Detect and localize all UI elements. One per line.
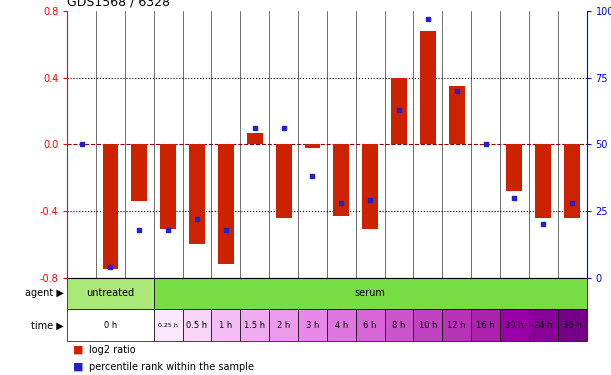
Bar	[507, 144, 522, 191]
Text: agent ▶: agent ▶	[25, 288, 64, 298]
Text: ■: ■	[73, 362, 87, 372]
Bar	[160, 144, 176, 229]
Bar	[131, 144, 147, 201]
Bar	[327, 309, 356, 341]
Point	[452, 88, 461, 94]
Bar	[67, 309, 154, 341]
Text: 4 h: 4 h	[335, 321, 348, 330]
Bar	[420, 31, 436, 144]
Bar	[500, 309, 529, 341]
Point	[337, 200, 346, 206]
Text: 24 h: 24 h	[534, 321, 552, 330]
Bar	[269, 309, 298, 341]
Bar	[558, 309, 587, 341]
Bar	[564, 144, 580, 218]
Bar	[384, 309, 414, 341]
Point	[538, 221, 548, 227]
Text: ■: ■	[73, 345, 87, 355]
Point	[279, 125, 288, 131]
Point	[510, 195, 519, 201]
Bar	[183, 309, 211, 341]
Text: 2 h: 2 h	[277, 321, 290, 330]
Bar	[442, 309, 471, 341]
Text: log2 ratio: log2 ratio	[89, 345, 135, 355]
Bar	[247, 133, 263, 144]
Point	[192, 216, 202, 222]
Point	[307, 173, 317, 179]
Bar	[67, 278, 154, 309]
Bar	[334, 144, 349, 216]
Text: 0.25 h: 0.25 h	[158, 323, 178, 328]
Text: percentile rank within the sample: percentile rank within the sample	[89, 362, 254, 372]
Point	[134, 226, 144, 232]
Text: 3 h: 3 h	[306, 321, 319, 330]
Text: 12 h: 12 h	[447, 321, 466, 330]
Point	[163, 226, 173, 232]
Text: 36 h: 36 h	[563, 321, 582, 330]
Text: 16 h: 16 h	[476, 321, 495, 330]
Point	[250, 125, 260, 131]
Text: GDS1568 / 6328: GDS1568 / 6328	[67, 0, 170, 9]
Bar	[154, 278, 587, 309]
Bar	[414, 309, 442, 341]
Point	[423, 16, 433, 22]
Bar	[218, 144, 234, 264]
Point	[365, 197, 375, 203]
Bar	[103, 144, 119, 269]
Text: 0 h: 0 h	[104, 321, 117, 330]
Text: 10 h: 10 h	[419, 321, 437, 330]
Text: 6 h: 6 h	[364, 321, 377, 330]
Bar	[240, 309, 269, 341]
Text: serum: serum	[355, 288, 386, 298]
Text: untreated: untreated	[86, 288, 134, 298]
Text: 0.5 h: 0.5 h	[186, 321, 208, 330]
Point	[481, 141, 491, 147]
Bar	[298, 309, 327, 341]
Text: 20 h: 20 h	[505, 321, 524, 330]
Point	[394, 107, 404, 113]
Bar	[471, 309, 500, 341]
Point	[221, 226, 231, 232]
Bar	[154, 309, 183, 341]
Bar	[362, 144, 378, 229]
Text: 1.5 h: 1.5 h	[244, 321, 265, 330]
Bar	[304, 144, 320, 148]
Bar	[189, 144, 205, 244]
Bar	[529, 309, 558, 341]
Point	[567, 200, 577, 206]
Text: 8 h: 8 h	[392, 321, 406, 330]
Point	[106, 264, 115, 270]
Bar	[211, 309, 240, 341]
Text: 1 h: 1 h	[219, 321, 233, 330]
Bar	[535, 144, 551, 218]
Bar	[276, 144, 291, 218]
Bar	[356, 309, 384, 341]
Bar	[391, 78, 407, 144]
Bar	[449, 86, 464, 144]
Text: time ▶: time ▶	[31, 320, 64, 330]
Point	[77, 141, 87, 147]
